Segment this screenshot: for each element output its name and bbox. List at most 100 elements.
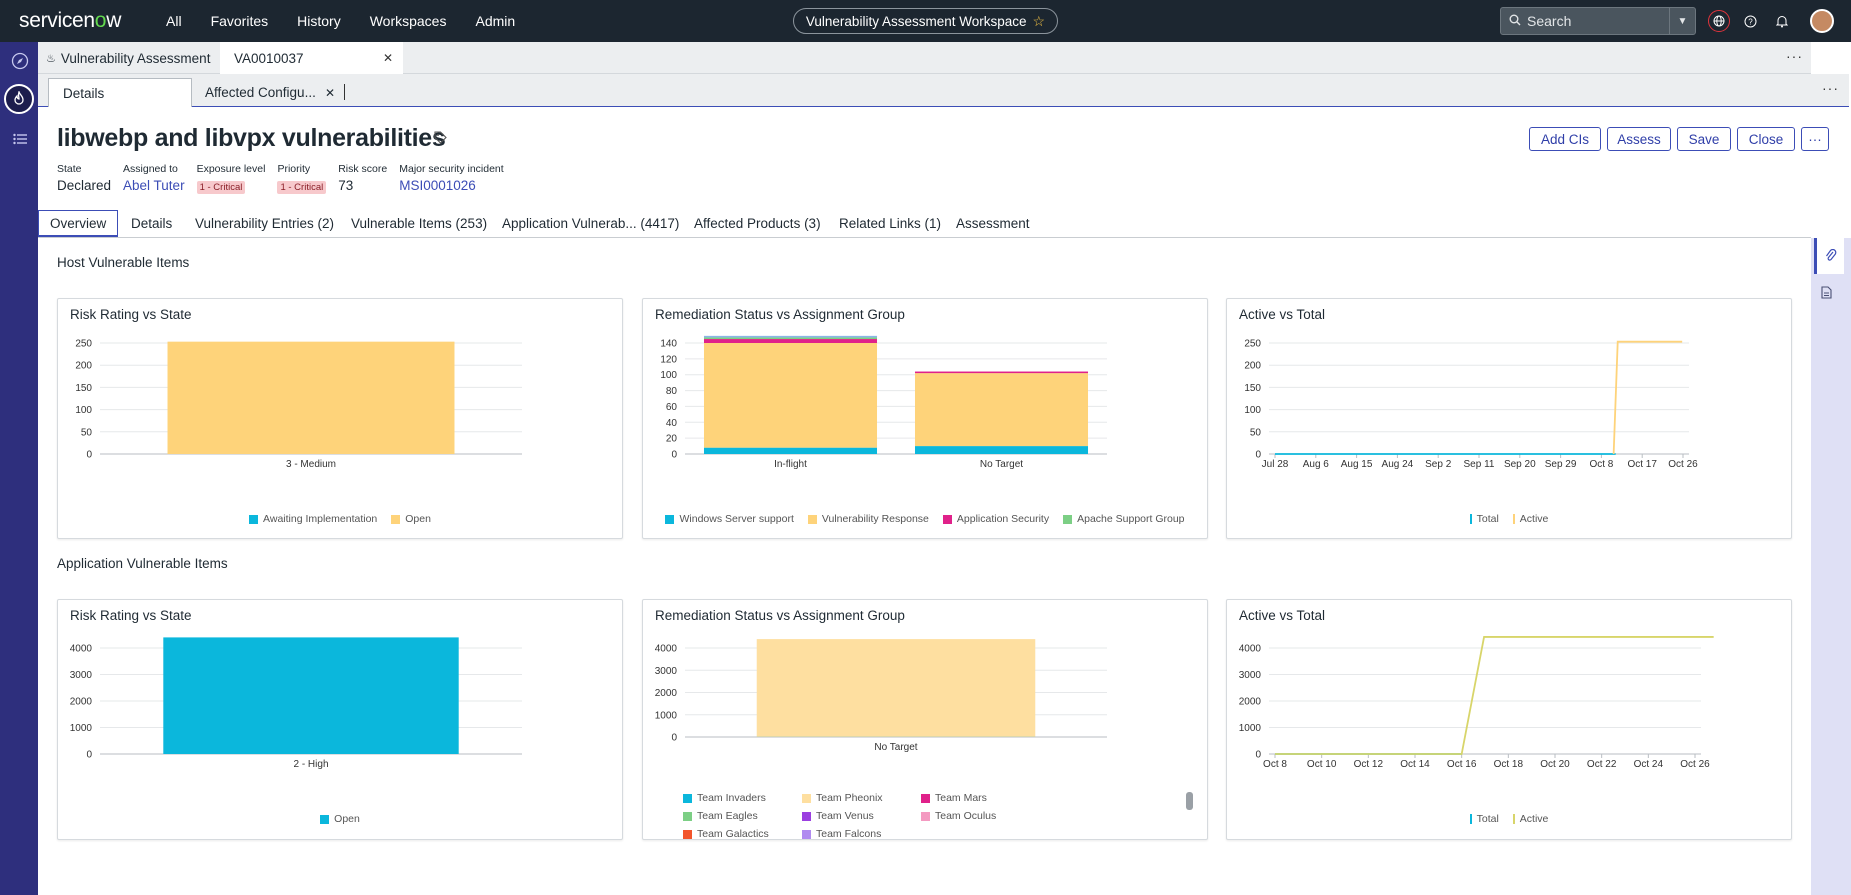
legend-item[interactable]: Team Venus [802, 810, 921, 822]
legend-scrollbar[interactable] [1186, 792, 1193, 810]
more-actions-button[interactable]: ··· [1801, 127, 1829, 151]
field-priority: Priority 1 - Critical [277, 163, 327, 194]
legend-label: Total [1476, 513, 1499, 525]
field-label: Exposure level [196, 163, 266, 175]
legend-swatch [807, 514, 817, 524]
list-icon[interactable] [9, 128, 31, 150]
x-tick-label: Oct 8 [1589, 459, 1613, 470]
y-tick-label: 0 [671, 450, 677, 461]
assigned-to-link[interactable]: Abel Tuter [123, 178, 185, 193]
legend-item[interactable]: Team Mars [921, 792, 1040, 804]
record-subtabs: Overview Details Vulnerability Entries (… [38, 210, 1811, 238]
legend-item[interactable]: Team Pheonix [802, 792, 921, 804]
field-state: State Declared [57, 163, 111, 194]
primary-tab-strip: ♨ Vulnerability Assessment VA0010037 ✕ ·… [38, 42, 1811, 74]
tab-va0010037[interactable]: VA0010037 ✕ [220, 42, 403, 74]
bar-segment [703, 447, 878, 454]
servicenow-logo[interactable]: servicenow [19, 9, 122, 32]
y-tick-label: 0 [86, 450, 92, 461]
tab-affected-configuration[interactable]: Affected Configu... ✕ [205, 78, 345, 107]
tab-affected-products[interactable]: Affected Products (3) [694, 216, 821, 231]
field-value: Declared [57, 178, 112, 193]
tab-details[interactable]: Details [131, 216, 173, 231]
tab-details[interactable]: Details [48, 78, 192, 107]
legend-item[interactable]: Team Invaders [683, 792, 802, 804]
legend-item[interactable]: Application Security [942, 513, 1049, 525]
global-search[interactable]: Search ▼ [1500, 7, 1696, 35]
legend-item[interactable]: Windows Server support [665, 513, 794, 525]
nav-admin[interactable]: Admin [475, 13, 516, 29]
legend-item[interactable]: Open [320, 813, 360, 825]
legend-swatch [1063, 514, 1073, 524]
legend-swatch [802, 829, 811, 839]
search-input[interactable]: Search [1527, 13, 1572, 29]
legend-item[interactable]: Vulnerability Response [807, 513, 929, 525]
close-icon[interactable]: ✕ [382, 51, 393, 65]
legend-item[interactable]: Team Eagles [683, 810, 802, 822]
compass-icon[interactable] [9, 50, 31, 72]
tab-application-vulnerable-items[interactable]: Application Vulnerab... (4417) [502, 216, 680, 231]
tab-vulnerability-entries[interactable]: Vulnerability Entries (2) [195, 216, 335, 231]
avatar[interactable] [1810, 9, 1834, 33]
x-tick-label: Aug 6 [1303, 459, 1330, 470]
legend-item[interactable]: Team Falcons [802, 828, 921, 840]
tab-label: Details [63, 85, 105, 101]
document-icon[interactable] [1821, 286, 1832, 302]
legend-item[interactable]: Awaiting Implementation [249, 513, 377, 525]
field-exposure-level: Exposure level 1 - Critical [196, 163, 266, 194]
chart-legend: Total Active [1227, 813, 1791, 825]
tab-vulnerability-assessment[interactable]: ♨ Vulnerability Assessment [38, 42, 214, 74]
legend-item[interactable]: Team Oculus [921, 810, 1040, 822]
legend-item[interactable]: Total [1469, 813, 1499, 825]
y-tick-label: 120 [660, 354, 677, 365]
nav-history[interactable]: History [297, 13, 341, 29]
x-tick-label: Sep 20 [1504, 459, 1536, 470]
tag-icon[interactable] [434, 131, 447, 147]
field-label: Assigned to [123, 163, 178, 175]
legend-item[interactable]: Open [391, 513, 431, 525]
more-icon[interactable]: ··· [1822, 80, 1839, 96]
tab-label: Vulnerability Assessment [60, 50, 211, 66]
nav-workspaces[interactable]: Workspaces [369, 13, 447, 29]
star-icon[interactable]: ☆ [1032, 12, 1046, 29]
add-cis-button[interactable]: Add CIs [1529, 127, 1601, 151]
legend-swatch [921, 793, 930, 803]
bell-icon[interactable] [1771, 10, 1793, 32]
tab-vulnerable-items[interactable]: Vulnerable Items (253) [351, 216, 488, 231]
tab-assessment[interactable]: Assessment [956, 216, 1030, 231]
workspace-pill[interactable]: Vulnerability Assessment Workspace ☆ [793, 8, 1058, 34]
more-icon[interactable]: ··· [1786, 48, 1803, 64]
legend-item[interactable]: Total [1469, 513, 1499, 525]
save-button[interactable]: Save [1677, 127, 1731, 151]
incident-link[interactable]: MSI0001026 [399, 178, 476, 193]
tab-related-links[interactable]: Related Links (1) [839, 216, 942, 231]
x-tick-label: Aug 24 [1382, 459, 1414, 470]
top-nav: servicenow All Favorites History Workspa… [0, 0, 1851, 42]
y-tick-label: 2000 [655, 688, 678, 699]
field-label: Priority [277, 163, 311, 175]
nav-all[interactable]: All [166, 13, 182, 29]
close-icon[interactable]: ✕ [324, 85, 335, 100]
x-tick-label: Oct 18 [1494, 759, 1524, 770]
paperclip-icon[interactable] [1814, 238, 1844, 274]
help-icon[interactable]: ? [1739, 10, 1761, 32]
close-button[interactable]: Close [1737, 127, 1795, 151]
chart-host-active-vs-total: 0 50 100 150 200 250 Jul 28 Aug 6 Aug 15 Aug 24 Se… [1244, 339, 1698, 471]
legend-item[interactable]: Team Galactics [683, 828, 802, 840]
nav-favorites[interactable]: Favorites [210, 13, 269, 29]
legend-swatch [249, 514, 259, 524]
flame-icon[interactable] [4, 84, 34, 114]
search-icon [1509, 13, 1521, 29]
legend-item[interactable]: Active [1512, 813, 1549, 825]
legend-label: Active [1519, 813, 1549, 825]
legend-swatch [1512, 514, 1515, 524]
legend-item[interactable]: Apache Support Group [1063, 513, 1185, 525]
legend-item[interactable]: Active [1512, 513, 1548, 525]
tab-overview[interactable]: Overview [38, 210, 119, 237]
bar-segment [703, 337, 878, 340]
assess-button[interactable]: Assess [1607, 127, 1671, 151]
field-label: Risk score [338, 163, 388, 175]
globe-icon[interactable] [1708, 10, 1730, 32]
chevron-down-icon[interactable]: ▼ [1669, 8, 1695, 34]
y-tick-label: 1000 [655, 710, 678, 721]
